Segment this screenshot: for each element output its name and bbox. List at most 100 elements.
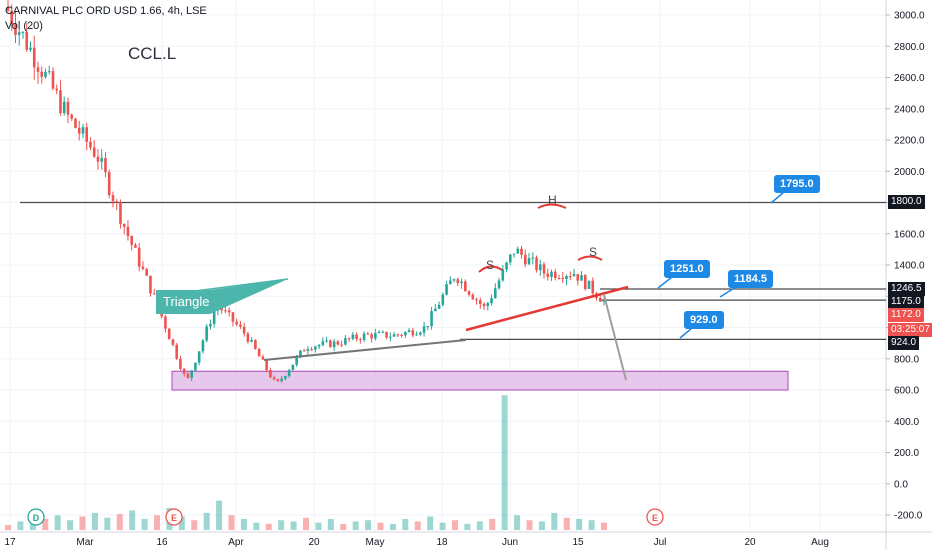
callout-1251[interactable]: 1251.0 — [664, 260, 710, 278]
candle-body — [276, 379, 280, 382]
right-shoulder-arc[interactable] — [577, 255, 603, 261]
y-tick-label: 1600.0 — [894, 229, 925, 240]
volume-bar — [340, 523, 347, 530]
candle-body — [422, 326, 426, 333]
candle-body — [44, 71, 47, 77]
symbol-note: CCL.L — [128, 44, 177, 63]
candle-body — [512, 253, 516, 255]
candle-body — [583, 275, 587, 289]
candle-body — [284, 376, 287, 379]
volume-bar — [216, 500, 223, 530]
candle-body — [415, 334, 418, 336]
candle-body — [209, 324, 212, 327]
candle-body — [186, 373, 190, 378]
candle-body — [62, 101, 66, 114]
candle-body — [389, 336, 392, 338]
candle-body — [149, 275, 152, 294]
candle-body — [355, 334, 358, 340]
candle-body — [321, 341, 325, 345]
candle-body — [561, 277, 565, 280]
triangle-callout-shape[interactable] — [156, 279, 288, 314]
candle-body — [336, 341, 340, 345]
y-tick-label: 200.0 — [894, 448, 919, 459]
callout-connector — [719, 286, 737, 298]
candle-body — [227, 310, 231, 313]
candle-body — [332, 341, 336, 348]
volume-bar — [91, 512, 98, 530]
earnings-marker[interactable] — [646, 508, 664, 526]
volume-indicator-label[interactable]: Vol (20) — [5, 20, 43, 32]
volume-bar — [464, 523, 471, 530]
candle-body — [119, 202, 122, 224]
support-zone-rect[interactable] — [171, 370, 789, 391]
candle-body — [434, 308, 437, 312]
x-tick-label: 20 — [744, 537, 756, 548]
candle-body — [493, 288, 497, 299]
candle-body — [385, 331, 388, 338]
candle-body — [407, 330, 411, 333]
volume-bar — [129, 510, 136, 530]
candle-body — [250, 340, 253, 342]
volume-bar — [29, 523, 36, 530]
candle-body — [392, 334, 396, 337]
candle-body — [486, 303, 490, 307]
neckline-trendline[interactable] — [465, 285, 629, 332]
candle-body — [280, 378, 283, 382]
candle-body — [145, 268, 148, 276]
candle-body — [546, 273, 550, 277]
candle-body — [449, 280, 452, 285]
head-label: H — [548, 193, 557, 207]
candle-body — [104, 158, 107, 173]
y-tick-label: 2200.0 — [894, 136, 925, 147]
y-tick-label: 0.0 — [894, 479, 908, 490]
volume-bar — [104, 517, 111, 530]
candle-body — [374, 333, 377, 339]
candle-body — [576, 274, 580, 281]
candle-body — [340, 344, 343, 346]
candle-body — [568, 276, 572, 278]
y-tick-label: 2400.0 — [894, 104, 925, 115]
y-tick-label: 1400.0 — [894, 261, 925, 272]
candle-body — [306, 349, 310, 351]
callout-929[interactable]: 929.0 — [684, 311, 724, 329]
candle-body — [291, 364, 295, 371]
dividend-marker[interactable] — [27, 508, 45, 526]
volume-bar — [377, 522, 384, 530]
volume-bar — [265, 523, 272, 530]
candle-body — [437, 304, 441, 309]
candle-body — [265, 359, 268, 371]
candle-body — [231, 312, 235, 322]
callout-connector — [657, 276, 673, 289]
head-arc[interactable] — [537, 203, 567, 209]
candle-body — [587, 280, 591, 289]
candle-body — [370, 334, 373, 339]
volume-bar — [439, 522, 446, 530]
candle-body — [21, 32, 25, 34]
callout-1184[interactable]: 1184.5 — [728, 270, 774, 288]
candle-body — [445, 284, 448, 295]
candle-body — [100, 158, 104, 162]
volume-bar — [427, 516, 434, 530]
x-tick-label: May — [366, 537, 385, 548]
candle-body — [580, 275, 583, 281]
right-shoulder-label: S — [589, 245, 597, 259]
volume-bar — [303, 517, 309, 530]
volume-bar — [563, 517, 570, 530]
candle-body — [404, 332, 407, 336]
volume-bar — [414, 521, 421, 530]
earnings-marker[interactable] — [165, 508, 183, 526]
candle-body — [565, 276, 568, 280]
y-tick-label: 800.0 — [894, 354, 919, 365]
candle-body — [141, 266, 145, 269]
candle-body — [317, 344, 321, 347]
callout-1795[interactable]: 1795.0 — [774, 175, 820, 193]
candle-body — [272, 377, 276, 380]
candle-body — [205, 326, 208, 341]
triangle-lower-trendline[interactable] — [263, 339, 467, 361]
projection-line[interactable] — [603, 294, 627, 381]
candle-body — [314, 346, 317, 350]
candle-body — [134, 244, 137, 248]
candle-body — [179, 358, 182, 369]
left-shoulder-arc[interactable] — [478, 265, 503, 273]
